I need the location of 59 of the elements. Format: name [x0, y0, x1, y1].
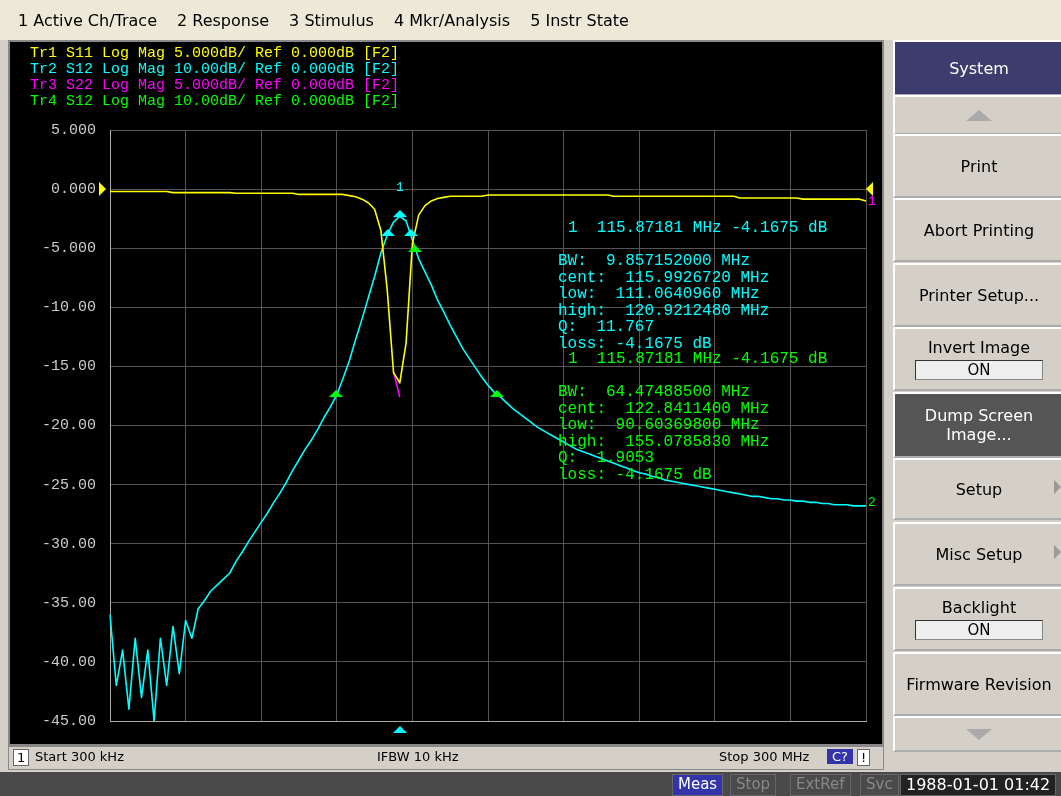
text: Invert Image — [927, 338, 1031, 357]
text: Misc Setup — [935, 544, 1023, 564]
text: 1 Active Ch/Trace — [18, 10, 157, 30]
annotation: cent: 122.8411400 MHz — [558, 399, 770, 418]
y-tick-label: -10.00 — [41, 299, 96, 317]
y-tick-label: -35.00 — [41, 594, 96, 612]
y-tick-label: -25.00 — [41, 476, 96, 494]
text: Start 300 kHz — [35, 749, 124, 764]
y-tick-label: 5.000 — [50, 121, 96, 139]
y-tick-label: 0.000 — [50, 181, 96, 199]
text: 1988-01-01 01:42 — [900, 774, 1057, 796]
legend-label: Tr4 S12 Log Mag 10.00dB/ Ref 0.000dB [F2] — [30, 93, 400, 111]
text: C? — [827, 749, 853, 764]
annotation: high: 120.9212480 MHz — [558, 301, 770, 320]
annotation: BW: 9.857152000 MHz — [558, 252, 751, 271]
text: Tr3 S22 Log Mag 5.000dB/ Ref 0.000dB [F2] — [30, 77, 400, 95]
annotation: Q: 11.767 — [558, 318, 655, 337]
text: Tr2 S12 Log Mag 10.00dB/ Ref 0.000dB [F2] — [30, 61, 400, 79]
annotation: BW: 64.47488500 MHz — [558, 383, 751, 402]
annotation: loss: -4.1675 dB — [558, 334, 712, 353]
text: 2 — [868, 495, 876, 510]
text: Stop — [730, 774, 777, 796]
text: Svc — [860, 774, 899, 796]
text: 2 Response — [177, 10, 270, 30]
text: 1 — [868, 194, 876, 209]
y-tick-label: -5.000 — [41, 240, 96, 258]
text: Tr1 S11 Log Mag 5.000dB/ Ref 0.000dB [F2] — [30, 45, 400, 63]
text: Meas — [672, 774, 724, 796]
text: Stop 300 MHz — [719, 749, 810, 764]
text: Backlight — [941, 598, 1017, 617]
annotation: Q: 1.9053 — [558, 449, 655, 468]
annotation: cent: 115.9926720 MHz — [558, 268, 770, 287]
text: ON — [915, 620, 1043, 640]
text: ON — [915, 360, 1043, 380]
y-tick-label: -45.00 — [41, 712, 96, 730]
annotation: high: 155.0785830 MHz — [558, 432, 770, 451]
text: Print — [960, 156, 998, 176]
text: Dump Screen Image... — [923, 406, 1035, 444]
text: Setup — [955, 479, 1003, 499]
y-tick-label: -30.00 — [41, 535, 96, 553]
annotation: 1 115.87181 MHz -4.1675 dB — [568, 219, 828, 238]
annotation: 1 — [396, 180, 404, 195]
text: ExtRef — [790, 774, 851, 796]
annotation: 1 115.87181 MHz -4.1675 dB — [568, 350, 828, 369]
text: Printer Setup... — [918, 285, 1040, 305]
text: Abort Printing — [923, 220, 1035, 240]
text: System — [949, 58, 1009, 78]
text: 3 Stimulus — [289, 10, 374, 30]
text: Firmware Revision — [906, 674, 1052, 694]
text: 1 — [13, 749, 30, 766]
text: 4 Mkr/Analysis — [393, 10, 511, 30]
annotation: low: 111.0640960 MHz — [558, 285, 760, 304]
text: ! — [857, 749, 871, 766]
text: IFBW 10 kHz — [377, 749, 459, 764]
text: 5 Instr State — [530, 10, 629, 30]
y-tick-label: -40.00 — [41, 653, 96, 671]
annotation: low: 90.60369800 MHz — [558, 416, 760, 435]
y-tick-label: -15.00 — [41, 358, 96, 376]
y-tick-label: -20.00 — [41, 417, 96, 435]
